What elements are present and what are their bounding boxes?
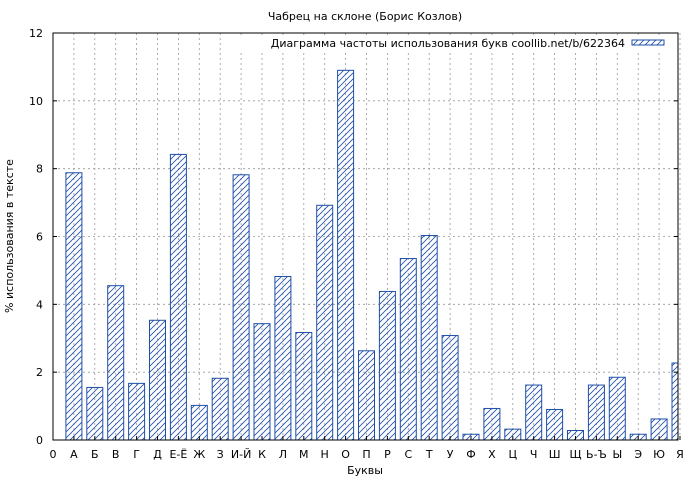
y-axis-label: % использования в тексте — [3, 159, 16, 313]
bar-17 — [399, 258, 417, 441]
x-tick-label: Е-Ё — [169, 448, 187, 461]
bar-2 — [86, 386, 104, 441]
x-tick-label: С — [404, 448, 412, 461]
bar-26 — [587, 384, 605, 441]
x-axis-ticks: 0 А Б В Г Д Е-Ё Ж З И-Й К Л М Н О П Р С Т У Ф Х Ц Ч Ш Щ Ь-Ъ Ы Э Ю Я — [50, 436, 684, 461]
legend-label: Диаграмма частоты использования букв coo… — [271, 37, 625, 50]
bar-14 — [337, 69, 355, 441]
bar-30 — [671, 362, 679, 441]
x-tick-label: И-Й — [231, 448, 251, 461]
x-tick-label: В — [112, 448, 120, 461]
bar-16 — [378, 290, 396, 441]
bar-11 — [274, 276, 292, 441]
y-tick-label: 12 — [29, 27, 43, 40]
bar-19 — [441, 335, 459, 441]
bar-15 — [358, 350, 375, 441]
y-tick-label: 0 — [36, 434, 43, 447]
x-tick-label: Ю — [653, 448, 665, 461]
chart-title: Чабрец на склоне (Борис Козлов) — [268, 10, 462, 23]
x-tick-label: Э — [634, 448, 642, 461]
grid-lines — [53, 33, 681, 440]
bar-13 — [316, 204, 334, 441]
x-axis-label: Буквы — [347, 464, 383, 477]
bars — [65, 69, 679, 441]
x-tick-label: Т — [425, 448, 433, 461]
bar-3 — [107, 285, 125, 441]
x-tick-label: Ч — [530, 448, 538, 461]
bar-18 — [420, 234, 438, 441]
bar-6 — [169, 153, 187, 441]
y-tick-label: 4 — [36, 298, 43, 311]
x-tick-label: Б — [91, 448, 99, 461]
legend: Диаграмма частоты использования букв coo… — [240, 36, 672, 50]
x-tick-label: О — [341, 448, 350, 461]
bar-21 — [483, 407, 501, 441]
y-axis-ticks: 0 2 4 6 8 10 12 — [29, 27, 678, 447]
x-tick-label: Щ — [569, 448, 581, 461]
y-tick-label: 10 — [29, 95, 43, 108]
x-tick-label: Я — [676, 448, 684, 461]
y-tick-label: 2 — [36, 366, 43, 379]
y-tick-label: 8 — [36, 163, 43, 176]
x-tick-label: Л — [279, 448, 287, 461]
x-tick-label: Р — [384, 448, 391, 461]
y-tick-label: 6 — [36, 231, 43, 244]
x-tick-label: Н — [321, 448, 329, 461]
x-tick-label-origin: 0 — [50, 448, 57, 461]
x-tick-label: П — [362, 448, 370, 461]
legend-background — [240, 36, 672, 50]
bar-10 — [253, 323, 271, 441]
x-tick-label: Ц — [509, 448, 518, 461]
x-tick-label: К — [258, 448, 266, 461]
bar-8 — [211, 377, 229, 441]
bar-27 — [608, 376, 626, 441]
bar-7 — [190, 404, 208, 441]
bar-24 — [546, 408, 564, 441]
x-tick-label: З — [217, 448, 224, 461]
bar-23 — [525, 384, 543, 441]
x-tick-label: Ф — [466, 448, 475, 461]
bar-9 — [232, 174, 250, 441]
bar-5 — [149, 319, 166, 441]
x-tick-label: Ш — [549, 448, 561, 461]
x-tick-label: У — [447, 448, 454, 461]
bar-1 — [65, 172, 83, 441]
x-tick-label: Г — [133, 448, 140, 461]
x-tick-label: Ы — [612, 448, 622, 461]
x-tick-label: М — [299, 448, 309, 461]
x-tick-label: Ь-Ъ — [586, 448, 607, 461]
x-tick-label: Д — [153, 448, 162, 461]
x-tick-label: А — [70, 448, 78, 461]
bar-4 — [128, 382, 146, 441]
legend-swatch — [631, 39, 665, 46]
bar-12 — [295, 331, 313, 441]
x-tick-label: Х — [488, 448, 496, 461]
x-tick-label: Ж — [193, 448, 205, 461]
